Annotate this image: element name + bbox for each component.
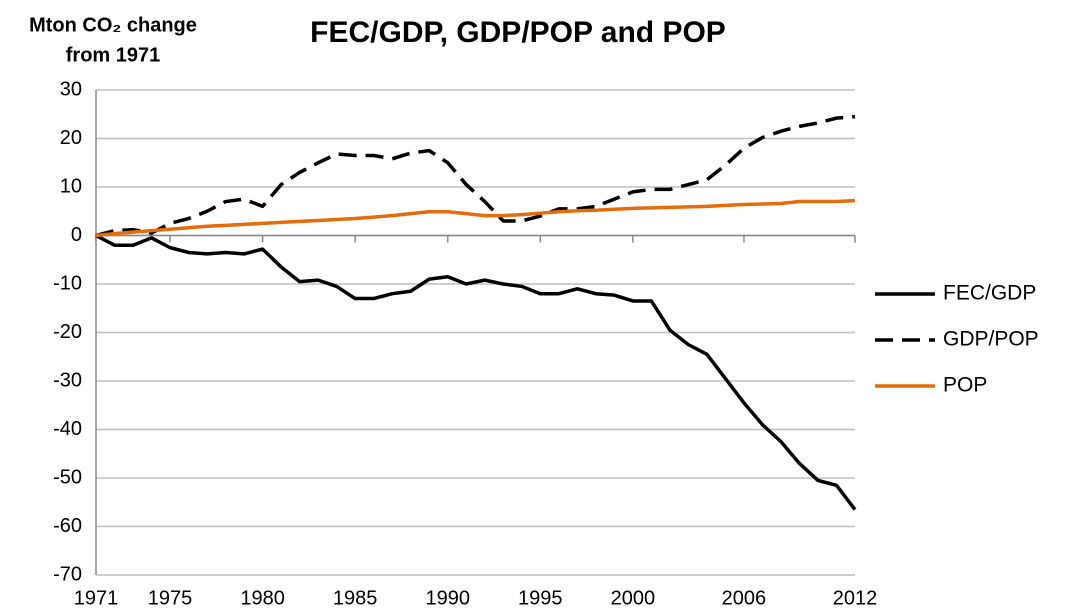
y-tick-label: -50 xyxy=(53,466,82,488)
x-tick-label: 1980 xyxy=(240,587,285,609)
y-tick-label: 20 xyxy=(60,127,82,149)
series-line xyxy=(95,114,856,238)
y-tick-label: -60 xyxy=(53,515,82,537)
x-tick-label: 1995 xyxy=(518,587,563,609)
series-line xyxy=(95,198,856,238)
y-axis-label: Mton CO₂ change xyxy=(29,14,197,36)
legend-label: FEC/GDP xyxy=(943,282,1036,305)
y-tick-label: 10 xyxy=(60,175,82,197)
x-tick-label: 1975 xyxy=(148,587,193,609)
x-tick-label: 1985 xyxy=(333,587,378,609)
y-tick-label: -10 xyxy=(53,272,82,294)
y-tick-label: -30 xyxy=(53,369,82,391)
y-tick-label: -20 xyxy=(53,321,82,343)
x-tick-label: 2000 xyxy=(611,587,656,609)
series-line xyxy=(95,233,857,511)
legend-label: GDP/POP xyxy=(943,328,1039,351)
x-tick-label: 2012 xyxy=(833,587,878,609)
chart-title: FEC/GDP, GDP/POP and POP xyxy=(310,16,726,49)
y-axis-label: from 1971 xyxy=(66,44,161,66)
x-tick-label: 1990 xyxy=(425,587,470,609)
y-tick-label: 30 xyxy=(60,78,82,100)
x-tick-label: 1971 xyxy=(74,587,119,609)
x-tick-label: 2006 xyxy=(722,587,767,609)
legend-label: POP xyxy=(943,374,987,397)
y-tick-label: -40 xyxy=(53,418,82,440)
y-tick-label: 0 xyxy=(71,224,82,246)
y-tick-label: -70 xyxy=(53,563,82,585)
